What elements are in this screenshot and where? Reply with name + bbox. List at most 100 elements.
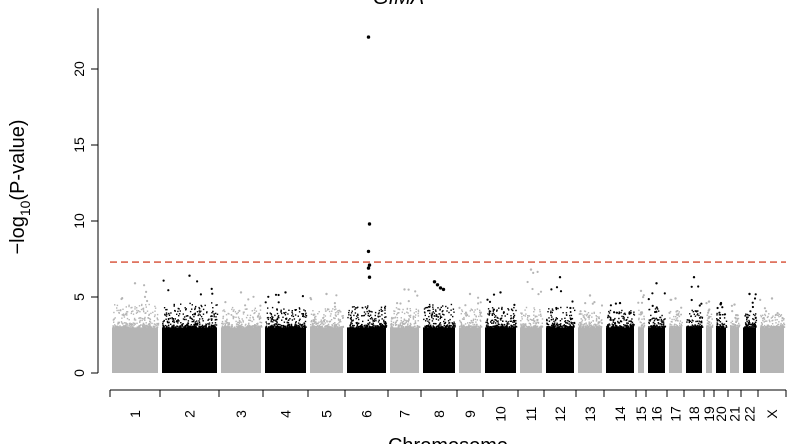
snp-point — [711, 318, 713, 320]
chromosome-12-dense-band — [546, 327, 574, 373]
snp-point — [141, 317, 144, 320]
snp-point — [313, 320, 315, 323]
snp-point — [486, 324, 488, 326]
snp-point — [497, 317, 499, 319]
snp-point — [323, 323, 325, 326]
snp-point — [485, 321, 487, 324]
snp-point — [582, 325, 584, 328]
snp-point — [302, 313, 304, 316]
snp-point — [315, 321, 317, 323]
snp-point — [478, 315, 480, 318]
snp-point — [594, 323, 596, 325]
snp-point — [408, 318, 410, 320]
snp-point — [776, 325, 778, 327]
snp-point — [267, 307, 269, 309]
snp-point — [113, 318, 115, 320]
snp-point — [257, 322, 259, 325]
snp-point — [719, 317, 721, 319]
snp-point — [162, 322, 164, 325]
snp-point — [511, 309, 513, 311]
snp-point — [330, 319, 333, 321]
snp-point — [304, 325, 306, 327]
snp-point — [341, 315, 343, 317]
snp-point — [198, 306, 200, 309]
snp-point — [153, 315, 156, 318]
snp-point — [413, 323, 415, 325]
snp-point — [540, 313, 542, 315]
snp-point — [206, 311, 208, 313]
snp-point — [368, 326, 370, 328]
snp-point — [562, 312, 564, 314]
snp-point — [595, 315, 597, 317]
snp-point — [586, 315, 588, 317]
snp-point — [304, 320, 307, 323]
chromosome-1-points — [112, 282, 160, 373]
snp-point — [548, 320, 551, 322]
snp-point — [515, 309, 517, 312]
snp-point — [658, 310, 660, 312]
chromosome-label: 21 — [727, 406, 743, 422]
snp-point — [162, 279, 165, 282]
snp-point — [722, 326, 724, 328]
snp-point — [341, 326, 343, 328]
snp-point — [276, 323, 278, 326]
chromosome-16-dense-band — [648, 327, 665, 373]
snp-point — [323, 320, 325, 323]
snp-point — [588, 316, 590, 318]
snp-point — [752, 326, 754, 328]
snp-point — [235, 312, 238, 315]
snp-point — [221, 322, 223, 325]
snp-point — [286, 322, 289, 324]
snp-point — [380, 308, 382, 311]
snp-point — [245, 326, 247, 328]
snp-point — [179, 310, 181, 312]
snp-point — [755, 316, 757, 319]
snp-point — [186, 324, 188, 326]
snp-point — [707, 325, 710, 327]
snp-point — [213, 315, 215, 318]
snp-point — [223, 309, 225, 311]
snp-point — [735, 320, 737, 322]
snp-point — [675, 324, 677, 326]
snp-point — [513, 306, 515, 309]
snp-point — [744, 322, 747, 324]
snp-point — [236, 326, 239, 328]
snp-point — [597, 326, 599, 328]
snp-point — [269, 326, 271, 328]
y-tick-label: 20 — [71, 61, 87, 77]
snp-point — [580, 318, 582, 320]
snp-point — [751, 301, 754, 304]
chromosome-label: 7 — [397, 410, 413, 418]
snp-point — [599, 321, 601, 323]
snp-point — [776, 319, 778, 321]
snp-point — [528, 315, 531, 317]
snp-point — [189, 317, 191, 319]
snp-point — [695, 325, 697, 328]
snp-point — [687, 325, 690, 327]
snp-point — [297, 322, 300, 324]
snp-point — [781, 316, 784, 320]
snp-point — [627, 316, 629, 319]
snp-point — [235, 316, 237, 318]
snp-point — [116, 307, 118, 309]
snp-point — [697, 324, 699, 327]
snp-point — [478, 326, 481, 328]
snp-point — [138, 317, 140, 319]
snp-point — [237, 321, 239, 324]
snp-point — [211, 325, 213, 327]
snp-point — [553, 320, 555, 323]
snp-point — [641, 324, 644, 326]
snp-point — [288, 323, 290, 326]
snp-point — [335, 294, 338, 297]
snp-point — [428, 321, 430, 324]
snp-point — [643, 318, 645, 321]
snp-point — [448, 311, 450, 314]
snp-point — [382, 326, 384, 328]
snp-point — [210, 287, 213, 290]
snp-point — [550, 314, 552, 317]
snp-point — [618, 326, 620, 328]
snp-point — [410, 323, 412, 326]
snp-point — [472, 318, 475, 320]
snp-point — [268, 323, 270, 325]
snp-point — [698, 325, 701, 327]
